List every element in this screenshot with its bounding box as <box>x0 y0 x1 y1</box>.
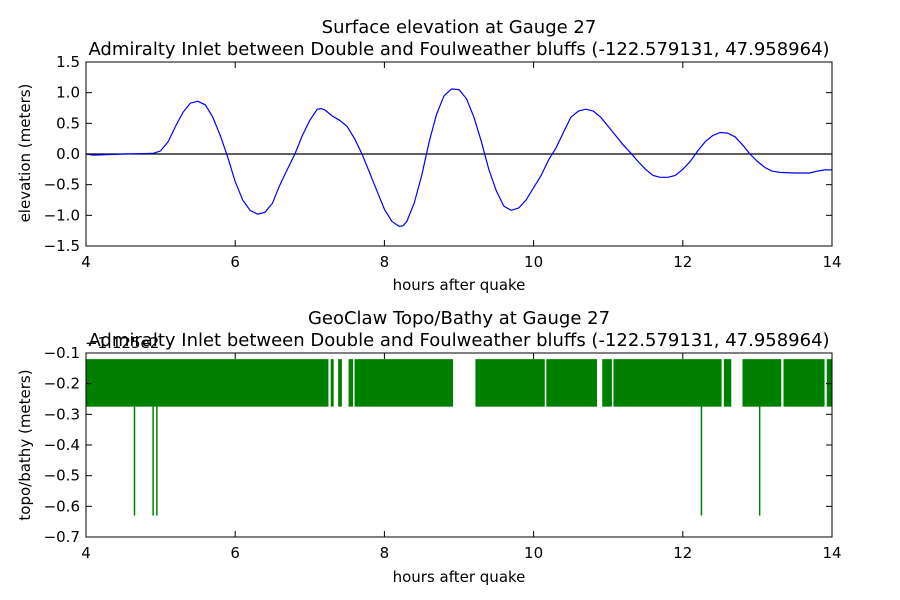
topo-band-segment <box>86 359 329 407</box>
y-tick-label: −0.3 <box>44 405 80 423</box>
y-tick-label: −0.4 <box>44 436 80 454</box>
y-tick-label: 1.0 <box>56 84 80 102</box>
y-tick-label: 1.5 <box>56 53 80 71</box>
topo-band-segment <box>348 359 354 407</box>
chart2-xlabel: hours after quake <box>393 568 526 586</box>
chart1-xlabel: hours after quake <box>393 276 526 294</box>
y-tick-label: −1.5 <box>44 237 80 255</box>
chart2-data <box>86 359 832 516</box>
elevation-series-line <box>86 88 832 228</box>
chart1-title: Surface elevation at Gauge 27 <box>322 17 597 38</box>
y-tick-label: −0.2 <box>44 375 80 393</box>
x-tick-label: 8 <box>380 544 390 562</box>
topo-band-segment <box>613 359 722 407</box>
y-tick-label: −0.5 <box>44 176 80 194</box>
topo-band-segment <box>338 359 342 407</box>
x-tick-label: 4 <box>81 544 91 562</box>
chart1-plot: 4 6 8 10 12 14 1.5 1.0 0.5 0.0 −0.5 −1.0 −1.5 <box>44 53 842 271</box>
y-tick-label: −1.0 <box>44 206 80 224</box>
y-tick-label: 0.0 <box>56 145 80 163</box>
y-tick-label: −0.1 <box>44 344 80 362</box>
x-tick-label: 14 <box>822 544 841 562</box>
x-tick-label: 10 <box>524 544 543 562</box>
x-tick-label: 12 <box>673 253 692 271</box>
y-tick-label: −0.7 <box>44 528 80 546</box>
topo-band-segment <box>723 359 732 407</box>
chart1-ylabel: elevation (meters) <box>16 84 34 223</box>
chart2-plot: 4 6 8 10 12 14 −0.1 −0.2 −0.3 −0.4 −0.5 −0.6 −0.7 <box>44 344 842 562</box>
x-tick-label: 8 <box>380 253 390 271</box>
chart1-data <box>86 88 832 228</box>
topo-band-segment <box>354 359 454 407</box>
y-tick-label: 0.5 <box>56 114 80 132</box>
x-tick-label: 4 <box>81 253 91 271</box>
y-tick-label: −0.6 <box>44 497 80 515</box>
topo-band-segment <box>742 359 782 407</box>
chart2-subtitle: Admiralty Inlet between Double and Foulw… <box>88 330 829 351</box>
chart2-offset-text: −1.125e2 <box>85 334 159 352</box>
x-tick-label: 10 <box>524 253 543 271</box>
chart1-subtitle: Admiralty Inlet between Double and Foulw… <box>88 39 829 60</box>
topo-band-segment <box>546 359 598 407</box>
chart2-title: GeoClaw Topo/Bathy at Gauge 27 <box>308 308 610 329</box>
x-tick-label: 6 <box>230 544 240 562</box>
topo-band-segment <box>330 359 334 407</box>
x-tick-label: 14 <box>822 253 841 271</box>
topo-band-segment <box>826 359 832 407</box>
x-tick-label: 12 <box>673 544 692 562</box>
x-tick-label: 6 <box>230 253 240 271</box>
topo-band-segment <box>783 359 825 407</box>
chart2-ylabel: topo/bathy (meters) <box>16 369 34 520</box>
topo-band-segment <box>475 359 545 407</box>
y-tick-label: −0.5 <box>44 467 80 485</box>
topo-band-segment <box>602 359 612 407</box>
